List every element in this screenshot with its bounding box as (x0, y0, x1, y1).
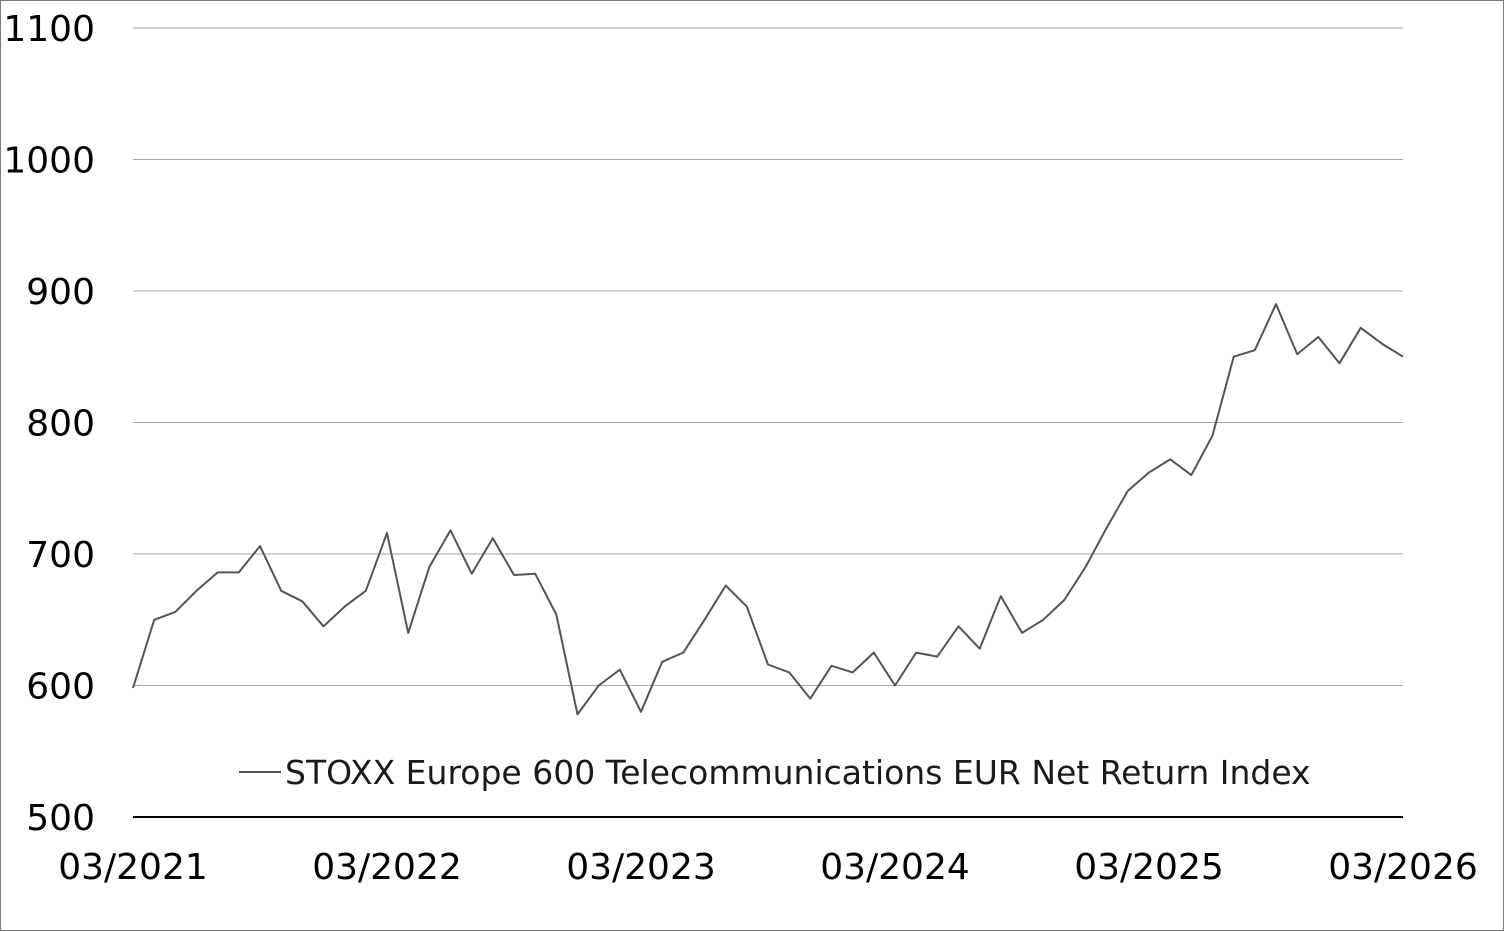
x-tick-label: 03/2022 (312, 847, 462, 888)
x-tick-label: 03/2026 (1328, 847, 1478, 888)
y-tick-label: 1100 (3, 9, 95, 50)
x-tick-label: 03/2025 (1074, 847, 1224, 888)
x-tick-label: 03/2023 (566, 847, 716, 888)
x-tick-label: 03/2024 (820, 847, 970, 888)
y-tick-label: 700 (26, 535, 95, 576)
gridlines (133, 27, 1403, 818)
y-tick-label: 1000 (3, 141, 95, 182)
x-axis: 03/2021 03/2022 03/2023 03/2024 03/2025 03/20… (58, 847, 1478, 888)
x-tick-label: 03/2021 (58, 847, 208, 888)
legend: STOXX Europe 600 Telecommunications EUR … (239, 753, 1311, 792)
series-layer (132, 303, 1404, 716)
legend-label: STOXX Europe 600 Telecommunications EUR … (285, 753, 1311, 792)
series-line (132, 303, 1404, 716)
y-tick-label: 900 (26, 272, 95, 313)
y-tick-label: 500 (26, 798, 95, 839)
y-tick-label: 600 (26, 667, 95, 708)
y-tick-label: 800 (26, 404, 95, 445)
y-axis: 500 600 700 800 900 1000 1100 (3, 9, 95, 839)
